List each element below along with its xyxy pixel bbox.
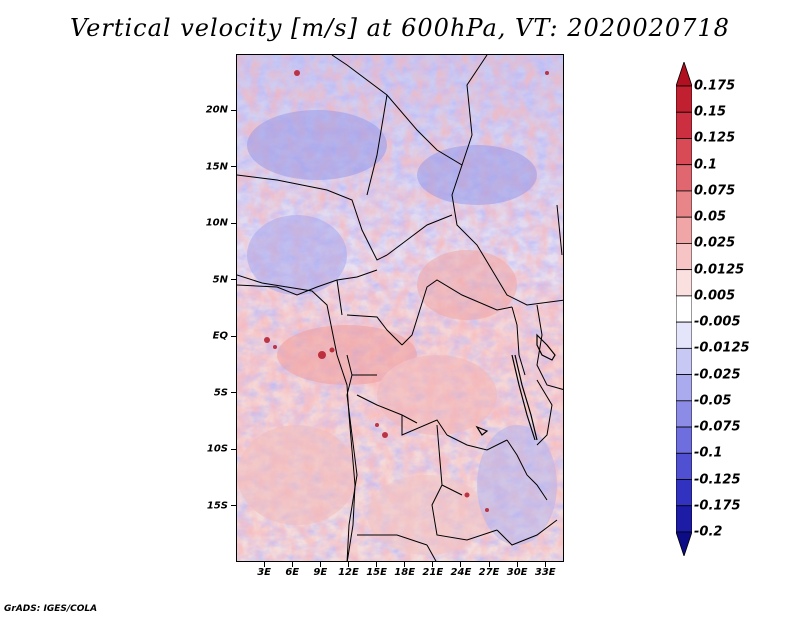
colorbar-swatch (676, 243, 692, 271)
colorbar-level-label: 0.125 (694, 130, 736, 146)
colorbar-swatch (676, 321, 692, 349)
colorbar-swatch (676, 269, 692, 297)
colorbar-top-arrow (676, 62, 692, 87)
colorbar-level-label: 0.025 (694, 235, 736, 251)
lat-tick-label: 10S (206, 443, 228, 455)
colorbar-level-label: -0.025 (694, 367, 741, 383)
lon-tick-label: 18E (394, 567, 416, 578)
strong-updraft-spots (264, 70, 549, 512)
grads-credit: GrADS: IGES/COLA (4, 604, 98, 614)
lon-tick-label: 21E (422, 567, 444, 578)
lon-tick-label: 33E (534, 567, 556, 578)
colorbar-swatch (676, 452, 692, 480)
lakes (475, 333, 556, 441)
colorbar-level-label: -0.175 (694, 498, 741, 514)
lat-tick-mark (231, 335, 236, 337)
lat-tick-mark (231, 505, 236, 507)
lat-tick-mark (231, 448, 236, 450)
colorbar-level-label: -0.05 (694, 393, 732, 409)
lon-tick-label: 27E (478, 567, 500, 578)
lat-tick-label: 15N (205, 161, 228, 173)
lon-tick-label: 15E (366, 567, 387, 578)
lon-tick-label: 3E (257, 567, 272, 578)
colorbar-level-label: 0.1 (694, 157, 718, 173)
lon-tick-mark (516, 562, 518, 567)
colorbar-level-label: 0.0125 (694, 262, 745, 278)
colorbar-level-label: -0.2 (694, 524, 723, 540)
lon-tick-mark (404, 562, 406, 567)
lon-tick-label: 12E (338, 567, 359, 578)
lat-tick-label: 5S (213, 387, 228, 399)
lat-tick-label: 10N (205, 217, 228, 229)
colorbar-swatch (676, 85, 692, 113)
lon-tick-mark (544, 562, 546, 567)
colorbar-swatch (676, 374, 692, 402)
colorbar-level-label: 0.005 (694, 288, 736, 304)
velocity-field-map (237, 55, 563, 561)
colorbar-swatch (676, 216, 692, 244)
colorbar-level-label: -0.125 (694, 472, 741, 488)
lat-tick-mark (231, 222, 236, 224)
lon-tick-label: 30E (506, 567, 528, 578)
lon-tick-mark (291, 562, 293, 567)
lon-tick-mark (432, 562, 434, 567)
colorbar-level-label: 0.175 (694, 78, 736, 94)
colorbar-level-label: 0.075 (694, 183, 736, 199)
country-borders (237, 55, 563, 561)
colorbar-level-label: -0.1 (694, 445, 723, 461)
colorbar-bottom-arrow (676, 531, 692, 556)
lat-tick-label: 5N (212, 274, 228, 286)
map-panel (236, 54, 564, 562)
lon-tick-mark (263, 562, 265, 567)
lon-tick-mark (460, 562, 462, 567)
lon-tick-label: 24E (450, 567, 472, 578)
colorbar-swatch (676, 138, 692, 166)
colorbar-swatch (676, 426, 692, 454)
colorbar-swatch (676, 164, 692, 192)
lon-tick-mark (347, 562, 349, 567)
lat-tick-mark (231, 392, 236, 394)
colorbar-swatch (676, 190, 692, 218)
colorbar-level-label: -0.075 (694, 419, 741, 435)
lat-tick-mark (231, 166, 236, 168)
lon-tick-label: 6E (285, 567, 300, 578)
lon-tick-mark (319, 562, 321, 567)
colorbar-swatch (676, 479, 692, 507)
lat-tick-label: EQ (212, 330, 228, 342)
lat-tick-label: 15S (206, 500, 228, 512)
map-title: Vertical velocity [m/s] at 600hPa, VT: 2… (70, 14, 730, 42)
lon-tick-mark (488, 562, 490, 567)
lat-tick-mark (231, 279, 236, 281)
colorbar-swatch (676, 400, 692, 428)
colorbar-level-label: 0.05 (694, 209, 727, 225)
lon-tick-label: 9E (313, 567, 328, 578)
lat-tick-label: 20N (205, 104, 228, 116)
colorbar-swatch (676, 347, 692, 375)
colorbar-level-label: -0.0125 (694, 340, 750, 356)
lon-tick-mark (376, 562, 378, 567)
colorbar-swatch (676, 505, 692, 533)
colorbar-swatch (676, 295, 692, 323)
colorbar-swatch (676, 111, 692, 139)
coastline (237, 274, 356, 561)
colorbar-level-label: 0.15 (694, 104, 727, 120)
colorbar-level-label: -0.005 (694, 314, 741, 330)
colorbar (676, 62, 692, 556)
lat-tick-mark (231, 109, 236, 111)
